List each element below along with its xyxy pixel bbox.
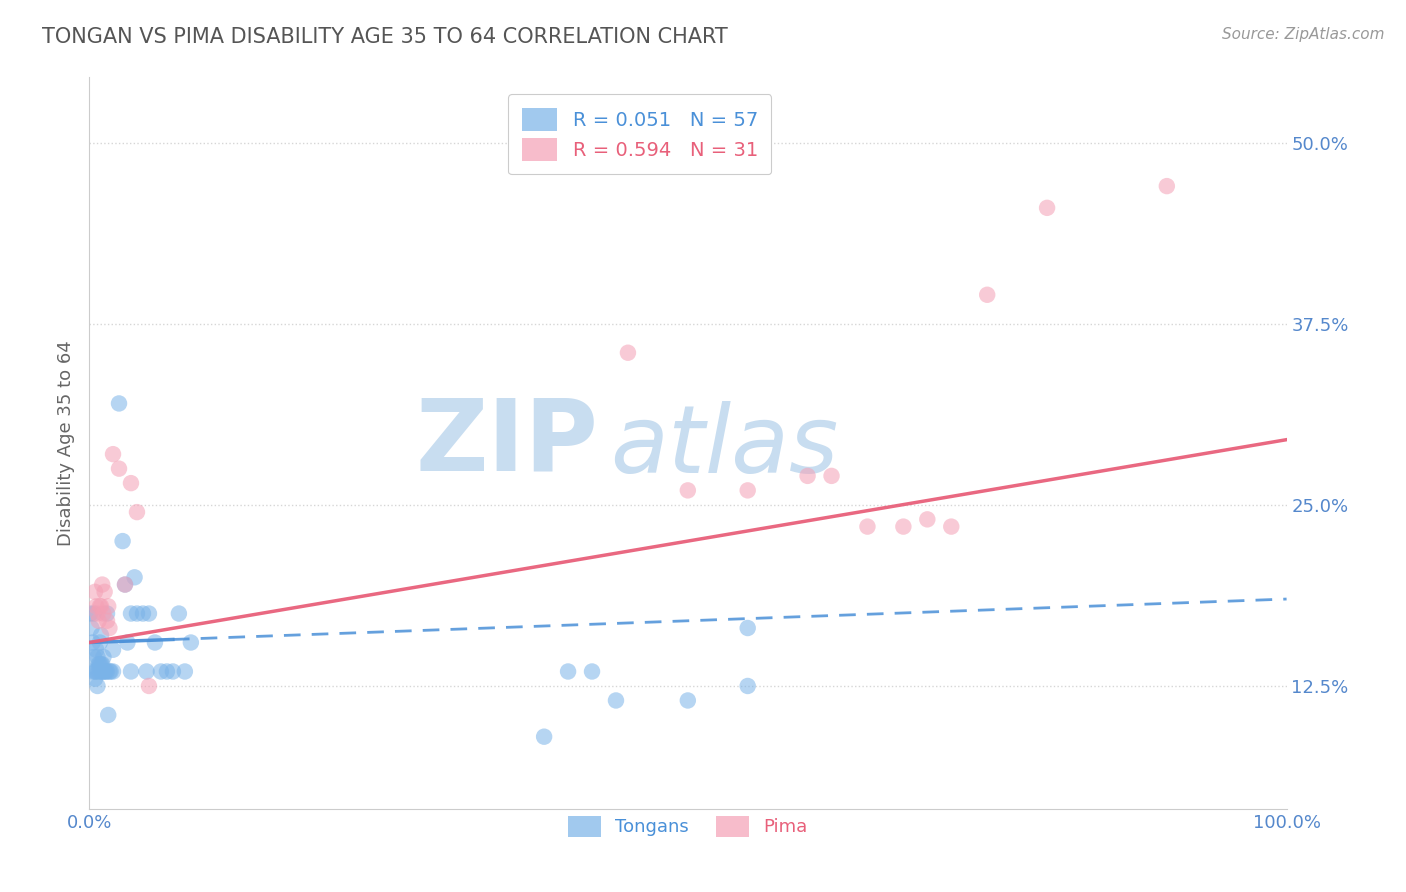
Point [79, 607, 101, 621]
Point [84, 599, 107, 614]
Point [111, 534, 134, 549]
Point [80, 621, 103, 635]
Point [93, 650, 115, 665]
Text: TONGAN VS PIMA DISABILITY AGE 35 TO 64 CORRELATION CHART: TONGAN VS PIMA DISABILITY AGE 35 TO 64 C… [42, 27, 728, 46]
Point [138, 679, 160, 693]
Point [83, 650, 105, 665]
Point [87, 665, 110, 679]
Point [86, 650, 108, 665]
Point [96, 665, 118, 679]
Point [93, 607, 115, 621]
Point [97, 599, 120, 614]
Point [120, 607, 142, 621]
Point [796, 469, 818, 483]
Point [737, 483, 759, 498]
Point [124, 570, 146, 584]
Point [617, 345, 640, 359]
Point [98, 665, 121, 679]
Point [93, 665, 115, 679]
Point [93, 584, 115, 599]
Point [125, 607, 148, 621]
Point [1036, 201, 1059, 215]
Point [676, 693, 699, 707]
Point [89, 599, 111, 614]
Point [941, 519, 963, 533]
Point [84, 672, 107, 686]
Point [893, 519, 915, 533]
Point [180, 635, 202, 649]
Point [90, 628, 112, 642]
Point [976, 287, 998, 301]
Point [173, 665, 195, 679]
Point [125, 505, 148, 519]
Point [87, 657, 110, 672]
Point [108, 461, 131, 475]
Point [143, 635, 166, 649]
Point [96, 614, 118, 628]
Point [167, 607, 190, 621]
Point [138, 607, 160, 621]
Point [91, 577, 114, 591]
Point [162, 665, 184, 679]
Point [820, 469, 842, 483]
Point [581, 665, 603, 679]
Point [93, 665, 115, 679]
Point [605, 693, 627, 707]
Point [533, 730, 555, 744]
Legend: Tongans, Pima: Tongans, Pima [561, 809, 814, 844]
Point [82, 635, 104, 649]
Point [96, 607, 118, 621]
Point [856, 519, 879, 533]
Y-axis label: Disability Age 35 to 64: Disability Age 35 to 64 [58, 341, 75, 546]
Point [94, 665, 117, 679]
Point [101, 665, 124, 679]
Point [90, 665, 112, 679]
Point [89, 657, 111, 672]
Point [84, 665, 107, 679]
Point [98, 621, 121, 635]
Point [120, 476, 142, 491]
Point [132, 607, 155, 621]
Point [135, 665, 157, 679]
Point [84, 642, 107, 657]
Point [737, 679, 759, 693]
Point [120, 665, 142, 679]
Point [117, 635, 139, 649]
Point [108, 396, 131, 410]
Text: ZIP: ZIP [415, 395, 598, 491]
Point [101, 447, 124, 461]
Point [91, 665, 114, 679]
Text: Source: ZipAtlas.com: Source: ZipAtlas.com [1222, 27, 1385, 42]
Point [101, 642, 124, 657]
Text: atlas: atlas [610, 401, 838, 492]
Point [83, 607, 105, 621]
Point [557, 665, 579, 679]
Point [100, 665, 122, 679]
Point [114, 577, 136, 591]
Point [737, 621, 759, 635]
Point [1156, 179, 1178, 194]
Point [91, 657, 114, 672]
Point [97, 708, 120, 723]
Point [149, 665, 172, 679]
Point [84, 584, 107, 599]
Point [86, 607, 108, 621]
Point [90, 657, 112, 672]
Point [84, 665, 107, 679]
Point [82, 665, 104, 679]
Point [86, 679, 108, 693]
Point [89, 635, 111, 649]
Point [114, 577, 136, 591]
Point [917, 512, 939, 526]
Point [90, 599, 112, 614]
Point [676, 483, 699, 498]
Point [87, 614, 110, 628]
Point [156, 665, 179, 679]
